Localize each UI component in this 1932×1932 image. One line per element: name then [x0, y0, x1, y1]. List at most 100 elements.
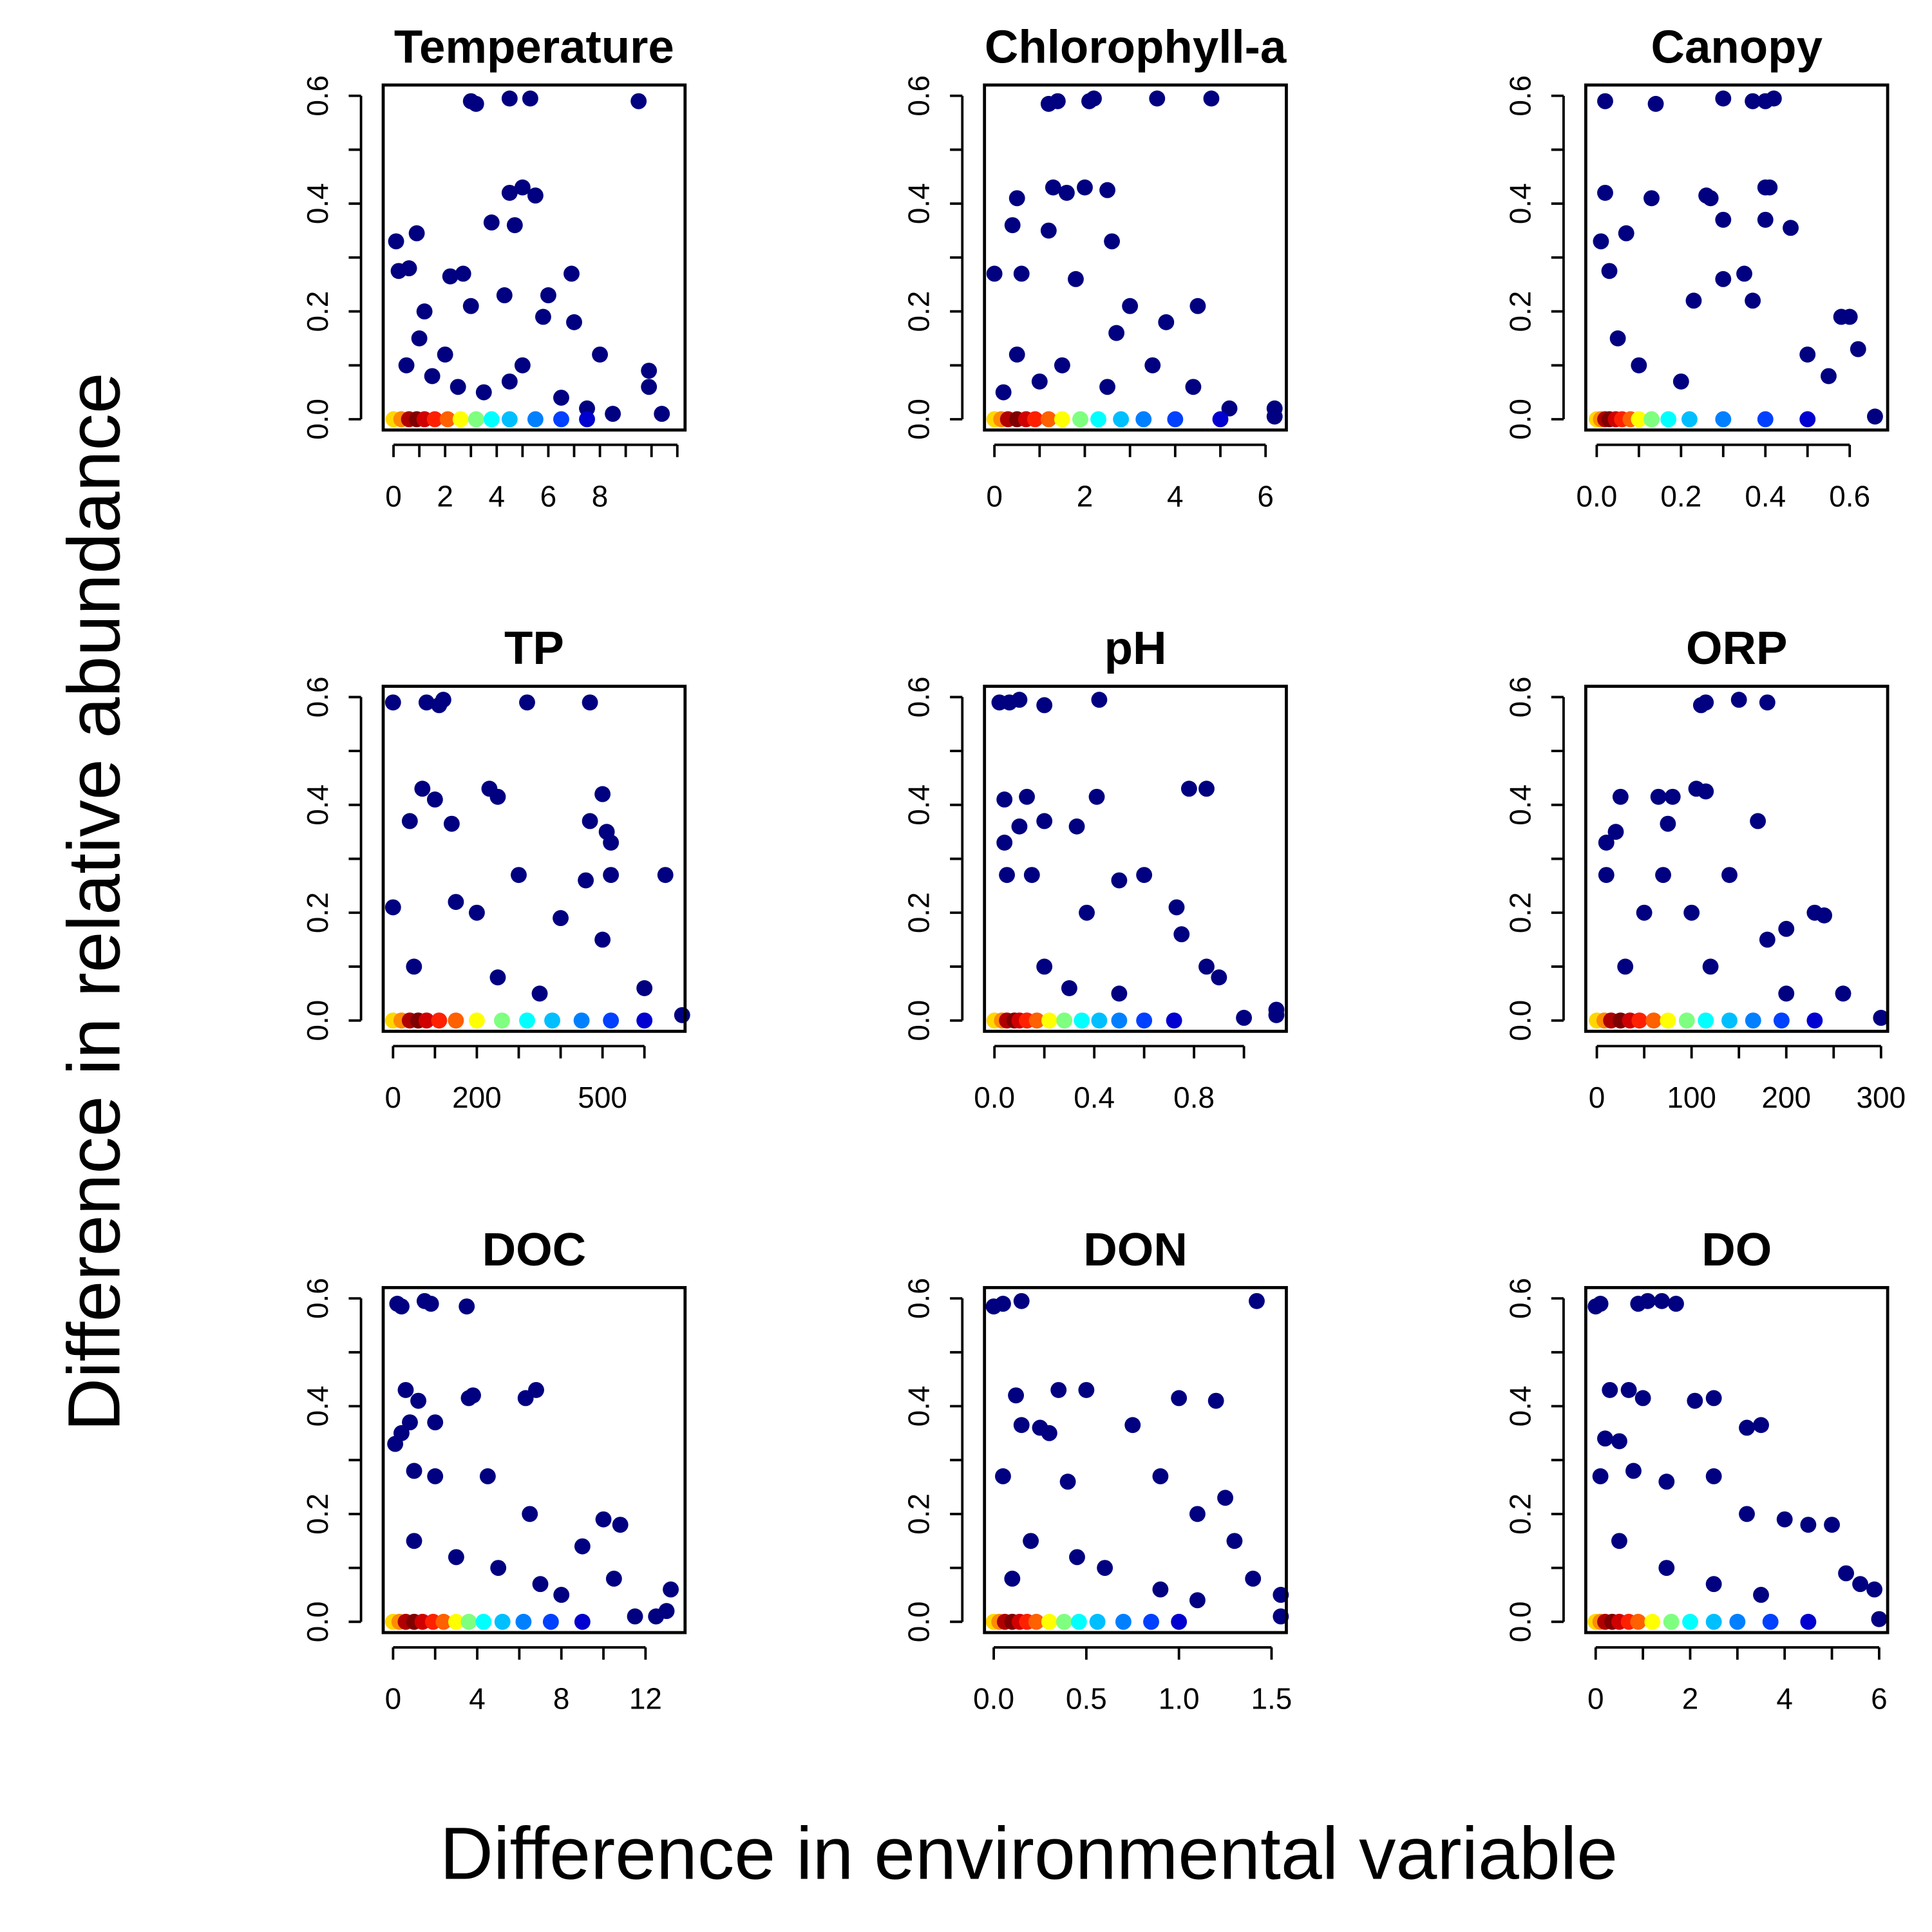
point	[1750, 813, 1766, 829]
point	[494, 1613, 511, 1630]
point	[1873, 1010, 1889, 1026]
point	[1705, 1390, 1722, 1406]
point	[1198, 958, 1215, 975]
point	[1759, 931, 1776, 948]
point	[1597, 93, 1613, 109]
point	[564, 265, 580, 282]
point	[1180, 781, 1197, 797]
point	[1108, 325, 1125, 341]
point	[1168, 899, 1185, 916]
x-axis-label: Difference in environmental variable	[440, 1813, 1618, 1895]
point	[1762, 1613, 1779, 1630]
point	[1212, 411, 1229, 428]
point	[1757, 411, 1774, 428]
point	[573, 1012, 590, 1029]
point	[1773, 1012, 1790, 1029]
point	[1144, 357, 1161, 374]
point	[1173, 926, 1190, 943]
point	[630, 93, 647, 109]
panel: DOC 0 4 8 12 0.0 0.2 0.4 0.6	[301, 1224, 687, 1716]
panel: ORP 0 100 200 300 0.0 0.2 0.4 0.6	[1503, 622, 1906, 1114]
point	[388, 233, 404, 250]
point	[1041, 1012, 1057, 1029]
point	[402, 1414, 418, 1431]
point	[605, 1570, 622, 1587]
point	[1149, 90, 1166, 107]
point	[1593, 233, 1609, 250]
point	[1061, 980, 1077, 996]
point	[627, 1608, 643, 1625]
point	[574, 1613, 591, 1630]
point	[1799, 346, 1816, 363]
point	[603, 1012, 620, 1029]
plot-frame	[381, 685, 687, 1033]
point	[1273, 1608, 1289, 1625]
point	[1013, 265, 1030, 282]
x-tick-label: 1.0	[1159, 1682, 1200, 1716]
point	[1059, 1473, 1076, 1490]
point	[1698, 783, 1714, 800]
point	[1867, 408, 1883, 425]
point	[1620, 1381, 1637, 1398]
point	[416, 303, 433, 320]
point	[1678, 1012, 1695, 1029]
point	[1189, 1506, 1206, 1522]
point	[1715, 211, 1732, 228]
point	[1736, 265, 1752, 282]
panel: pH 0.0 0.4 0.8 0.0 0.2 0.4 0.6	[902, 622, 1288, 1114]
point	[532, 1576, 549, 1593]
point	[1685, 292, 1702, 309]
point	[674, 1007, 690, 1023]
point	[1226, 1533, 1243, 1549]
point	[1027, 411, 1043, 428]
point	[1643, 411, 1660, 428]
point	[1091, 692, 1108, 708]
point	[1013, 1417, 1030, 1434]
point	[1171, 1613, 1188, 1630]
point	[1152, 1581, 1169, 1598]
point	[1681, 411, 1698, 428]
point	[1799, 411, 1816, 428]
point	[1630, 1613, 1647, 1630]
x-tick-label: 300	[1857, 1081, 1906, 1114]
point	[1660, 411, 1677, 428]
point	[1598, 834, 1615, 851]
point	[1647, 95, 1664, 112]
point	[1644, 1613, 1661, 1630]
y-tick-label: 0.6	[301, 75, 334, 117]
y-tick-label: 0.0	[301, 1000, 334, 1041]
y-tick-label: 0.4	[1503, 784, 1537, 826]
point	[1124, 1417, 1141, 1434]
point	[595, 1511, 612, 1528]
point	[1189, 298, 1206, 314]
point	[460, 1613, 477, 1630]
point	[663, 1581, 679, 1598]
x-tick-label: 1.5	[1251, 1682, 1293, 1716]
point	[566, 314, 582, 330]
point	[1099, 379, 1116, 395]
point	[468, 1012, 485, 1029]
point	[465, 1387, 481, 1404]
point	[1011, 818, 1028, 835]
point	[1122, 298, 1139, 314]
point	[527, 187, 544, 204]
point	[1273, 1587, 1289, 1603]
point	[1636, 904, 1653, 921]
point	[1730, 692, 1747, 708]
point	[410, 1392, 427, 1409]
point	[1152, 1468, 1169, 1484]
point	[427, 1414, 444, 1431]
point	[1824, 1517, 1840, 1533]
point	[1099, 182, 1116, 198]
point	[1111, 872, 1128, 889]
point	[1655, 867, 1671, 884]
point	[1715, 90, 1732, 107]
point	[1687, 1392, 1703, 1409]
point	[1023, 1533, 1039, 1549]
y-tick-label: 0.2	[301, 291, 334, 332]
x-tick-label: 8	[592, 479, 609, 513]
x-tick-label: 0	[385, 1081, 402, 1114]
point	[411, 330, 428, 346]
point	[459, 1298, 475, 1315]
point	[1088, 788, 1105, 805]
